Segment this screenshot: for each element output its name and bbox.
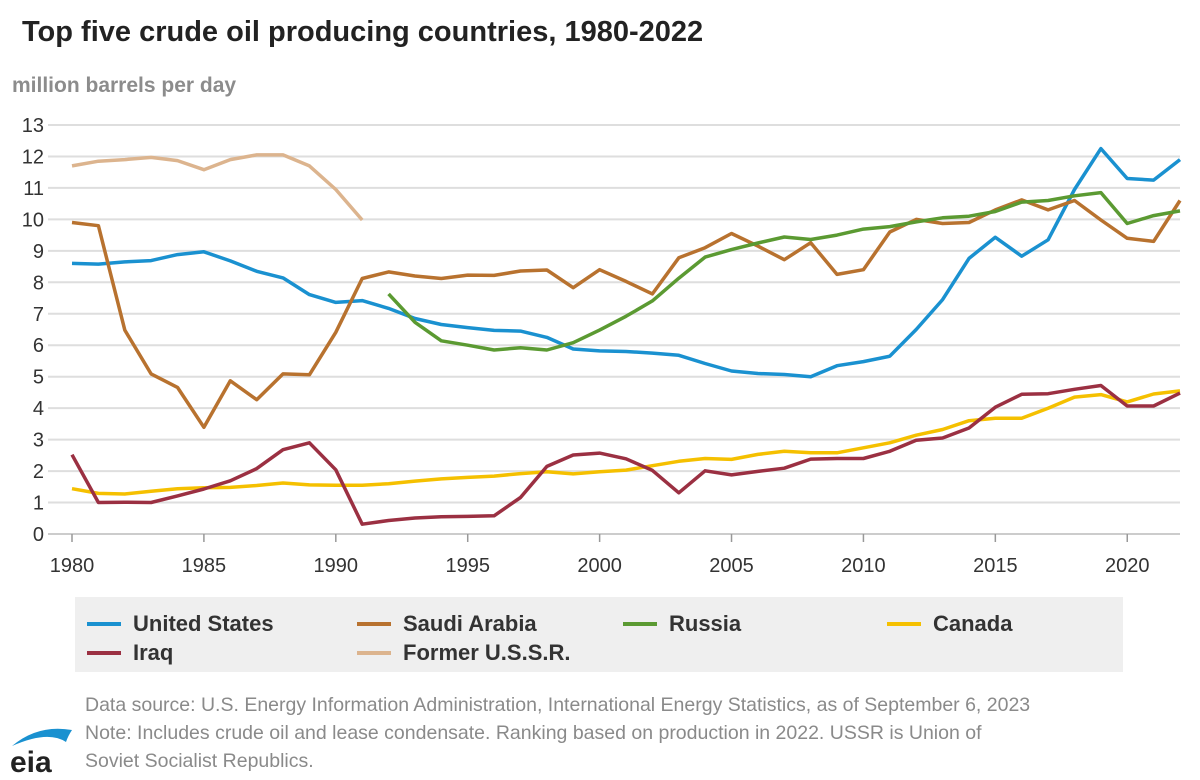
- legend-swatch: [357, 651, 391, 655]
- series-line-former-u-s-s-r-: [71, 153, 364, 222]
- x-tick-label: 1995: [445, 555, 490, 577]
- x-tick-label: 2020: [1105, 555, 1150, 577]
- chart-title: Top five crude oil producing countries, …: [22, 16, 704, 48]
- legend-label: Former U.S.S.R.: [403, 640, 571, 665]
- legend-label: Canada: [933, 611, 1013, 636]
- y-tick-label: 2: [33, 461, 44, 483]
- y-tick-label: 6: [33, 335, 44, 357]
- y-tick-label: 5: [33, 367, 44, 389]
- legend-item: Saudi Arabia: [357, 611, 537, 637]
- y-tick-label: 1: [33, 493, 44, 515]
- x-tick-label: 2005: [709, 555, 754, 577]
- x-tick-label: 2015: [973, 555, 1018, 577]
- legend-swatch: [357, 622, 391, 626]
- series-line-russia: [387, 190, 1181, 352]
- y-tick-label: 10: [22, 209, 44, 231]
- svg-text:eia: eia: [10, 746, 52, 776]
- note-line-2: Soviet Socialist Republics.: [85, 750, 314, 772]
- legend-swatch: [87, 622, 121, 626]
- legend-label: Iraq: [133, 640, 174, 665]
- legend-item: Canada: [887, 611, 1012, 637]
- y-tick-label: 12: [22, 146, 44, 168]
- data-source: Data source: U.S. Energy Information Adm…: [85, 694, 1031, 716]
- legend-item: United States: [87, 611, 274, 637]
- legend: United States Saudi Arabia Russia Canada Ira…: [75, 597, 1123, 672]
- series-line-iraq: [70, 383, 1181, 526]
- y-tick-label: 9: [33, 241, 44, 263]
- legend-item: Russia: [623, 611, 741, 637]
- y-axis-label: million barrels per day: [12, 74, 237, 97]
- y-tick-label: 11: [23, 178, 44, 200]
- legend-swatch: [887, 622, 921, 626]
- x-tick-label: 1985: [182, 555, 227, 577]
- legend-swatch: [623, 622, 657, 626]
- x-tick-label: 1990: [314, 555, 359, 577]
- note-line-1: Note: Includes crude oil and lease conde…: [85, 722, 982, 744]
- legend-item: Former U.S.S.R.: [357, 640, 570, 666]
- y-tick-label: 3: [33, 430, 44, 452]
- x-tick-label: 1980: [50, 555, 95, 577]
- x-tick-label: 2010: [841, 555, 886, 577]
- y-tick-label: 7: [33, 304, 44, 326]
- y-tick-label: 8: [33, 272, 44, 294]
- series-line-united-states: [71, 146, 1182, 379]
- legend-label: Saudi Arabia: [403, 611, 537, 636]
- legend-item: Iraq: [87, 640, 173, 666]
- y-tick-label: 13: [22, 115, 44, 137]
- legend-swatch: [87, 651, 121, 655]
- legend-label: United States: [133, 611, 274, 636]
- eia-logo: eia: [10, 728, 72, 776]
- y-tick-label: 0: [33, 524, 44, 546]
- x-tick-label: 2000: [577, 555, 622, 577]
- y-tick-label: 4: [33, 398, 44, 420]
- legend-label: Russia: [669, 611, 742, 636]
- series-line-canada: [71, 389, 1181, 496]
